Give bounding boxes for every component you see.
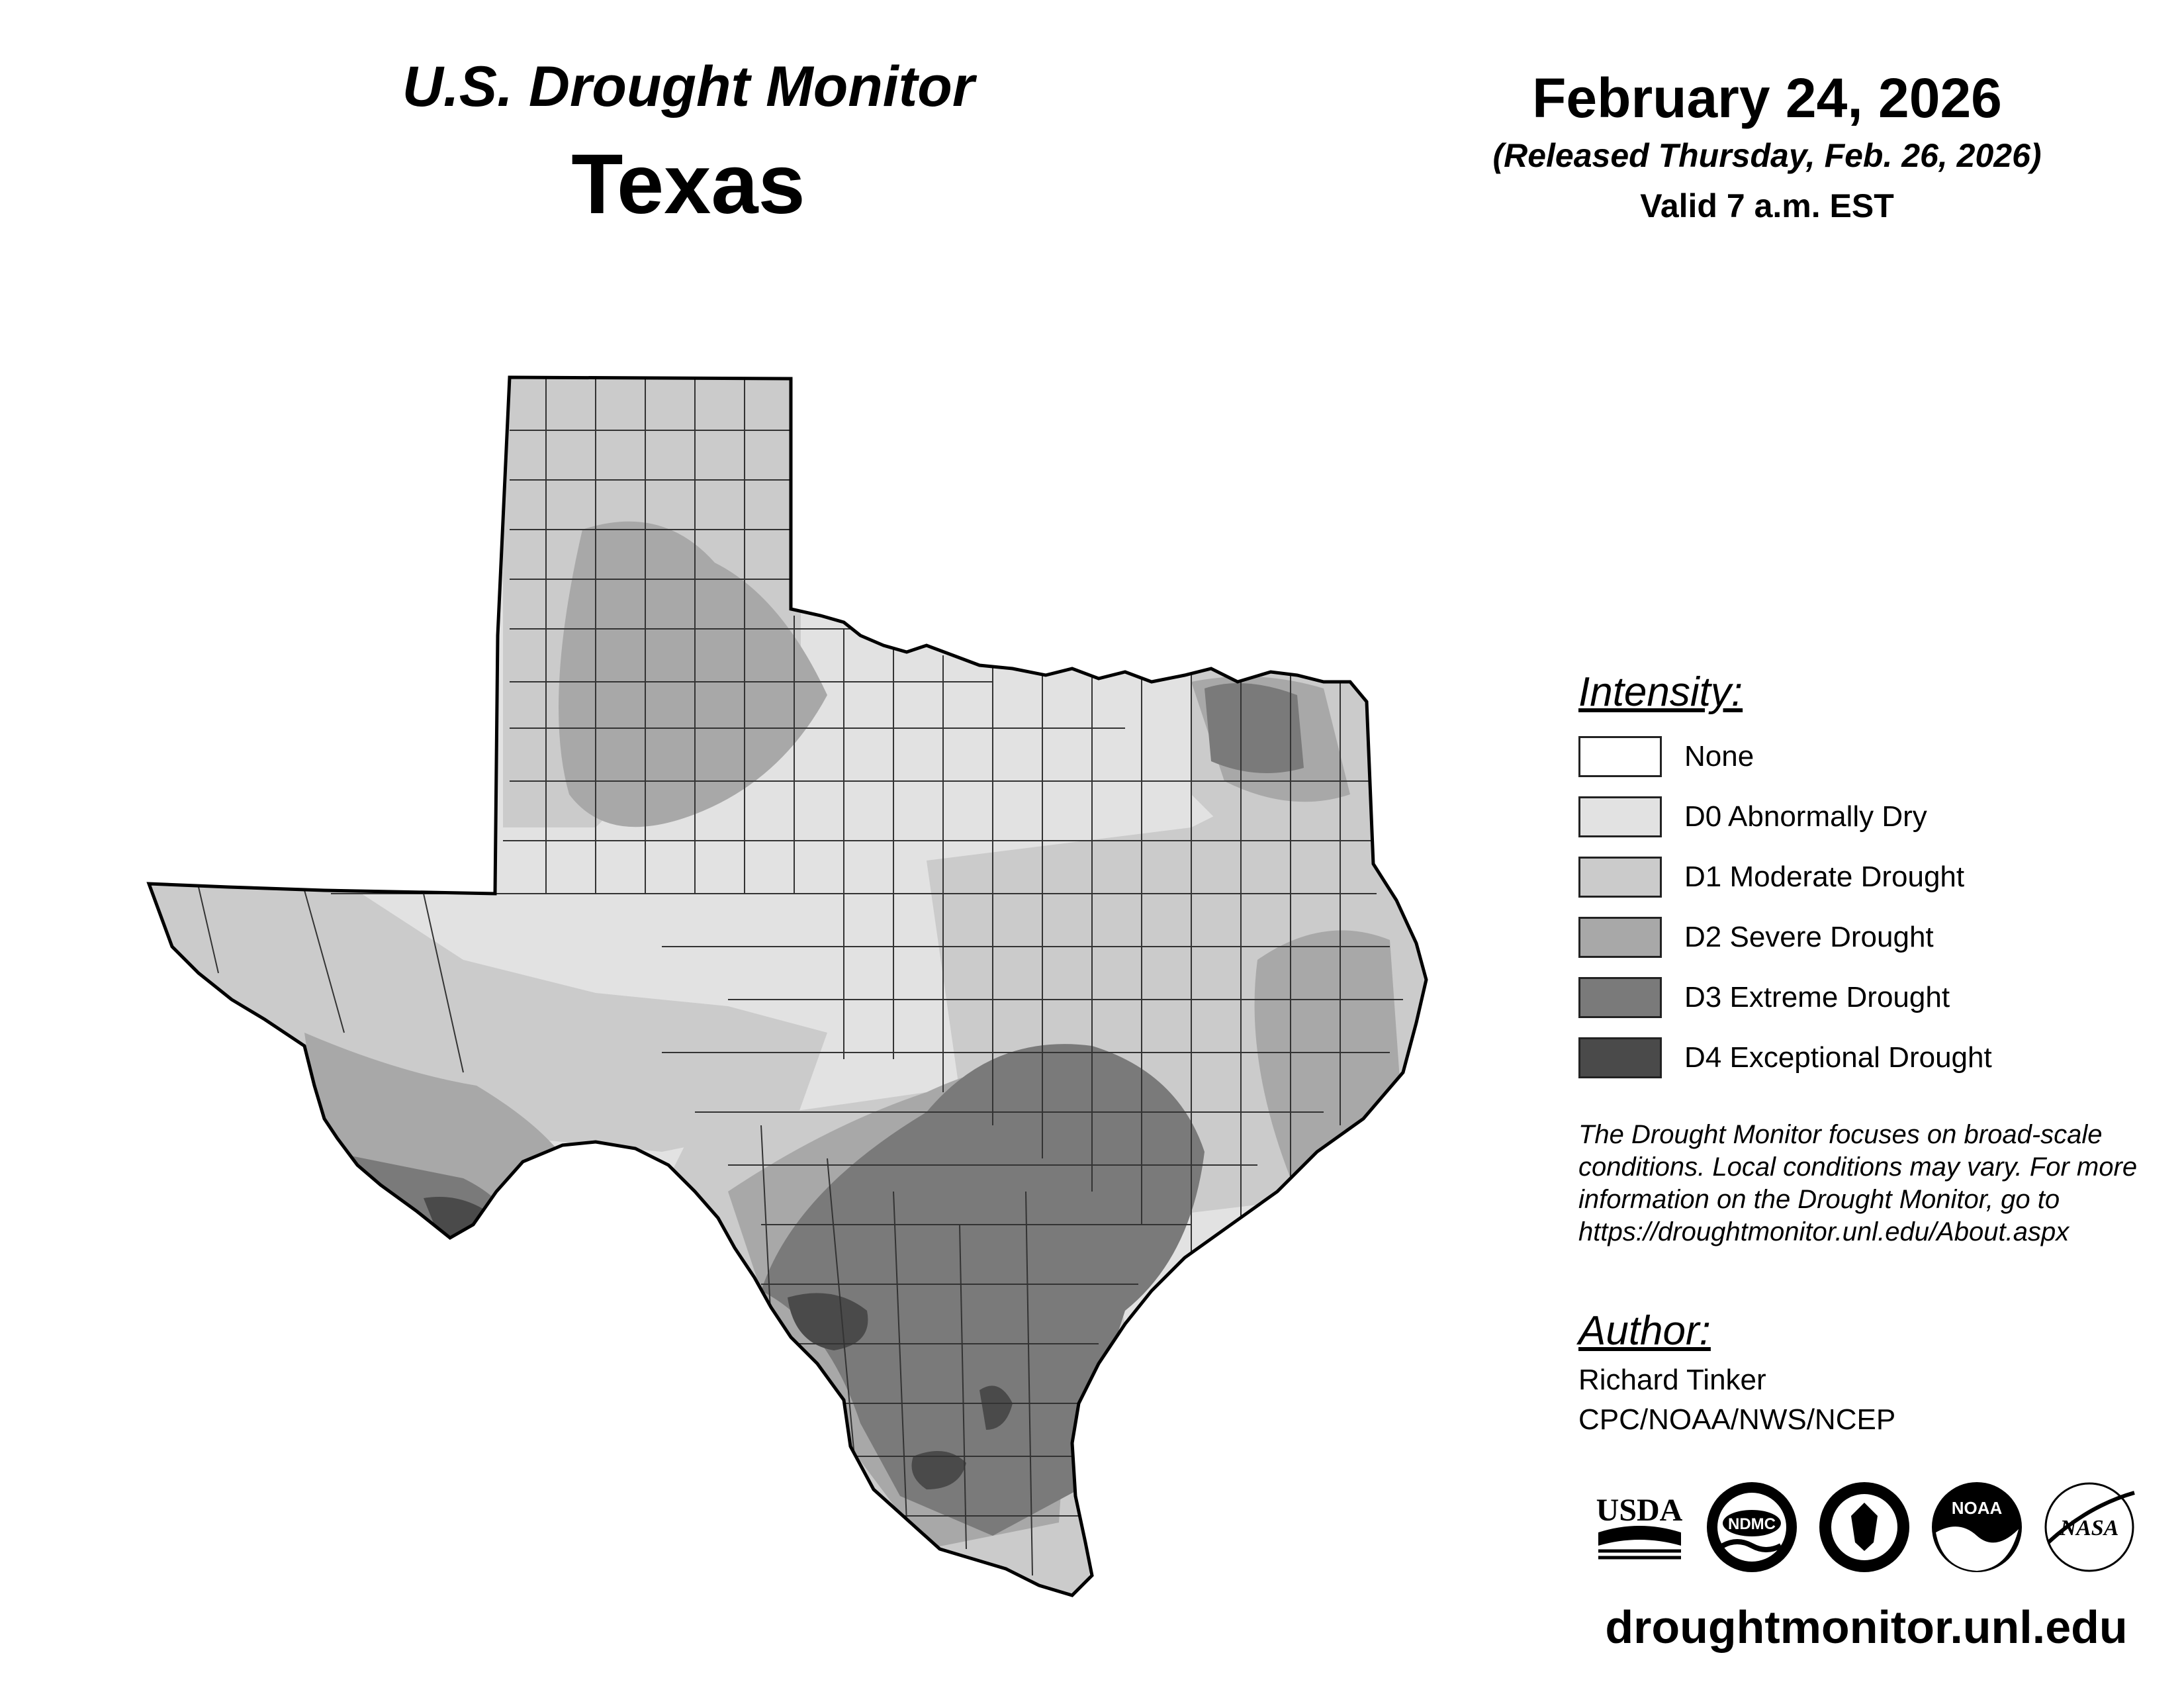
ndmc-wave-icon: [1721, 1539, 1782, 1552]
nasa-logo-text: NASA: [2060, 1516, 2119, 1540]
ndmc-logo: NDMC: [1707, 1482, 1797, 1572]
nasa-circle-icon: [2044, 1482, 2134, 1572]
legend-label: D1 Moderate Drought: [1684, 861, 1965, 893]
legend-swatch: [1578, 796, 1662, 837]
legend-label: D2 Severe Drought: [1684, 921, 1934, 953]
department-of-commerce-logo: [1819, 1482, 1909, 1572]
legend-label: D0 Abnormally Dry: [1684, 800, 1927, 833]
drought-d4-rio-grande: [911, 1451, 966, 1489]
legend-swatch: [1578, 1037, 1662, 1078]
usda-logo: USDA: [1596, 1493, 1683, 1560]
valid-time: Valid 7 a.m. EST: [1640, 187, 1894, 224]
drought-d1-west: [149, 874, 827, 1192]
author-organization: CPC/NOAA/NWS/NCEP: [1578, 1403, 1896, 1436]
texas-outline: [146, 375, 1428, 1597]
legend-swatch: [1578, 857, 1662, 898]
legend-label: None: [1684, 740, 1754, 773]
website-url[interactable]: droughtmonitor.unl.edu: [1605, 1601, 2128, 1653]
usda-swoosh-icon: [1598, 1526, 1681, 1546]
drought-d3-northeast: [1205, 683, 1304, 773]
commerce-eagle-icon: [1851, 1503, 1878, 1551]
usda-logo-text: USDA: [1596, 1493, 1683, 1528]
drought-areas: [149, 377, 1426, 1595]
county-boundaries: [198, 377, 1403, 1576]
ndmc-logo-text: NDMC: [1728, 1515, 1776, 1533]
drought-d2-panhandle: [559, 521, 827, 827]
nasa-vector-icon: [2046, 1491, 2135, 1544]
usda-lines-icon: [1598, 1549, 1681, 1560]
disclaimer-text: The Drought Monitor focuses on broad-sca…: [1578, 1120, 2138, 1246]
legend-label: D4 Exceptional Drought: [1684, 1041, 1992, 1074]
drought-d4-south: [788, 1293, 868, 1350]
noaa-wave-icon: [1936, 1526, 2019, 1571]
author-name: Richard Tinker: [1578, 1364, 1766, 1396]
legend-swatch: [1578, 917, 1662, 958]
noaa-logo-text: NOAA: [1952, 1498, 2003, 1518]
ndmc-banner-icon: [1723, 1510, 1781, 1536]
legend-label: D3 Extreme Drought: [1684, 981, 1950, 1013]
drought-d4-coastal-bend: [979, 1385, 1013, 1430]
release-date: (Released Thursday, Feb. 26, 2026): [1492, 137, 2042, 174]
map-title: U.S. Drought Monitor: [402, 55, 975, 118]
legend-heading: Intensity:: [1578, 669, 1743, 715]
valid-date: February 24, 2026: [1532, 67, 2002, 129]
state-name: Texas: [571, 137, 805, 232]
nasa-logo: NASA: [2044, 1482, 2135, 1572]
author-heading: Author:: [1578, 1308, 1711, 1354]
legend-swatch: [1578, 736, 1662, 777]
noaa-logo: NOAA: [1932, 1482, 2022, 1572]
legend-swatch: [1578, 977, 1662, 1018]
